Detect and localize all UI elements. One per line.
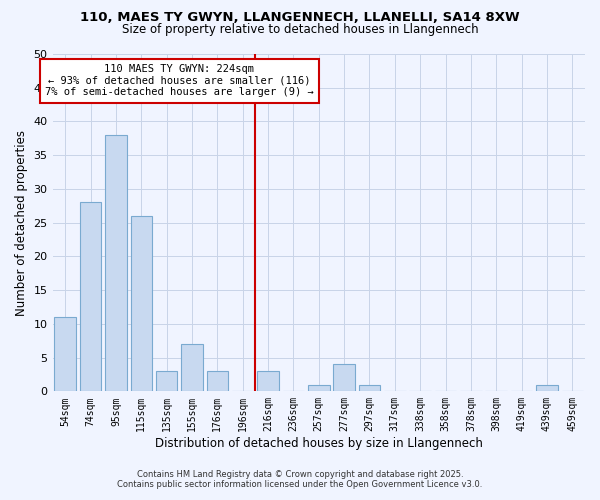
- Text: Contains HM Land Registry data © Crown copyright and database right 2025.
Contai: Contains HM Land Registry data © Crown c…: [118, 470, 482, 489]
- Bar: [536, 384, 558, 392]
- Bar: [257, 371, 279, 392]
- Bar: [131, 216, 152, 392]
- Text: 110 MAES TY GWYN: 224sqm
← 93% of detached houses are smaller (116)
7% of semi-d: 110 MAES TY GWYN: 224sqm ← 93% of detach…: [45, 64, 314, 98]
- Text: Size of property relative to detached houses in Llangennech: Size of property relative to detached ho…: [122, 22, 478, 36]
- Text: 110, MAES TY GWYN, LLANGENNECH, LLANELLI, SA14 8XW: 110, MAES TY GWYN, LLANGENNECH, LLANELLI…: [80, 11, 520, 24]
- Bar: [80, 202, 101, 392]
- Bar: [55, 317, 76, 392]
- Bar: [206, 371, 228, 392]
- Bar: [181, 344, 203, 392]
- Bar: [359, 384, 380, 392]
- X-axis label: Distribution of detached houses by size in Llangennech: Distribution of detached houses by size …: [155, 437, 483, 450]
- Bar: [105, 135, 127, 392]
- Bar: [156, 371, 178, 392]
- Y-axis label: Number of detached properties: Number of detached properties: [15, 130, 28, 316]
- Bar: [308, 384, 329, 392]
- Bar: [334, 364, 355, 392]
